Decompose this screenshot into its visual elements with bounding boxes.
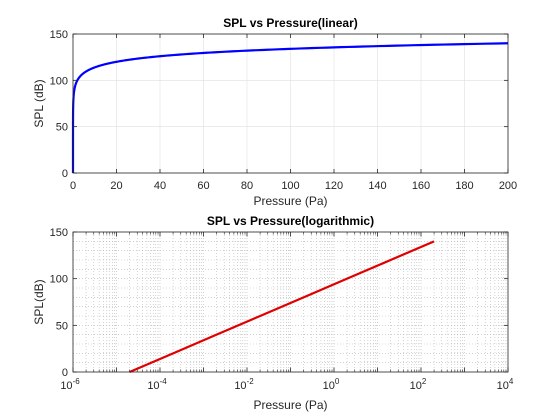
linear-y-tick-label: 100 <box>50 75 68 87</box>
linear-axes: 0 20 40 60 80 100 120 140 160 180 200 0 50 100 150 SPL… <box>32 16 517 208</box>
linear-chart-title: SPL vs Pressure(linear) <box>223 16 358 30</box>
log-y-tick-label: 50 <box>56 320 68 332</box>
linear-x-tick-label: 200 <box>499 180 517 192</box>
log-x-tick-label: 10-4 <box>147 377 167 392</box>
linear-x-tick-label: 20 <box>110 180 122 192</box>
linear-y-axis-label: SPL (dB) <box>32 79 46 127</box>
log-chart-title: SPL vs Pressure(logarithmic) <box>207 214 374 228</box>
log-x-tick-label: 104 <box>497 377 514 392</box>
linear-x-axis-label: Pressure (Pa) <box>253 194 327 208</box>
linear-x-tick-label: 60 <box>197 180 209 192</box>
linear-x-tick-label: 100 <box>281 180 299 192</box>
linear-x-tick-label: 140 <box>368 180 386 192</box>
linear-x-tick-label: 180 <box>455 180 473 192</box>
log-x-tick-label: 10-6 <box>60 377 80 392</box>
linear-x-tick-label: 0 <box>70 180 76 192</box>
log-y-tick-label: 100 <box>50 274 68 286</box>
log-y-tick-label: 150 <box>50 227 68 239</box>
log-y-axis-label: SPL(dB) <box>32 279 46 324</box>
log-axes: 10-6 10-4 10-2 100 102 104 0 50 100 150 SPL vs Pr… <box>32 214 514 412</box>
linear-x-tick-label: 160 <box>412 180 430 192</box>
linear-x-tick-label: 120 <box>325 180 343 192</box>
log-x-tick-label: 10-2 <box>234 377 254 392</box>
log-x-tick-label: 102 <box>410 377 427 392</box>
log-ticks: 10-6 10-4 10-2 100 102 104 0 50 100 150 <box>50 227 514 392</box>
log-series <box>129 240 435 374</box>
linear-y-tick-label: 150 <box>50 29 68 41</box>
log-series-line <box>129 240 435 374</box>
log-x-axis-label: Pressure (Pa) <box>253 398 327 412</box>
linear-y-tick-label: 50 <box>56 122 68 134</box>
linear-x-tick-label: 40 <box>154 180 166 192</box>
linear-x-tick-label: 80 <box>241 180 253 192</box>
linear-y-tick-label: 0 <box>62 168 68 180</box>
log-y-tick-label: 0 <box>62 367 68 379</box>
log-x-tick-label: 100 <box>323 377 340 392</box>
linear-ticks: 0 20 40 60 80 100 120 140 160 180 200 0 50 100 150 <box>50 29 518 192</box>
